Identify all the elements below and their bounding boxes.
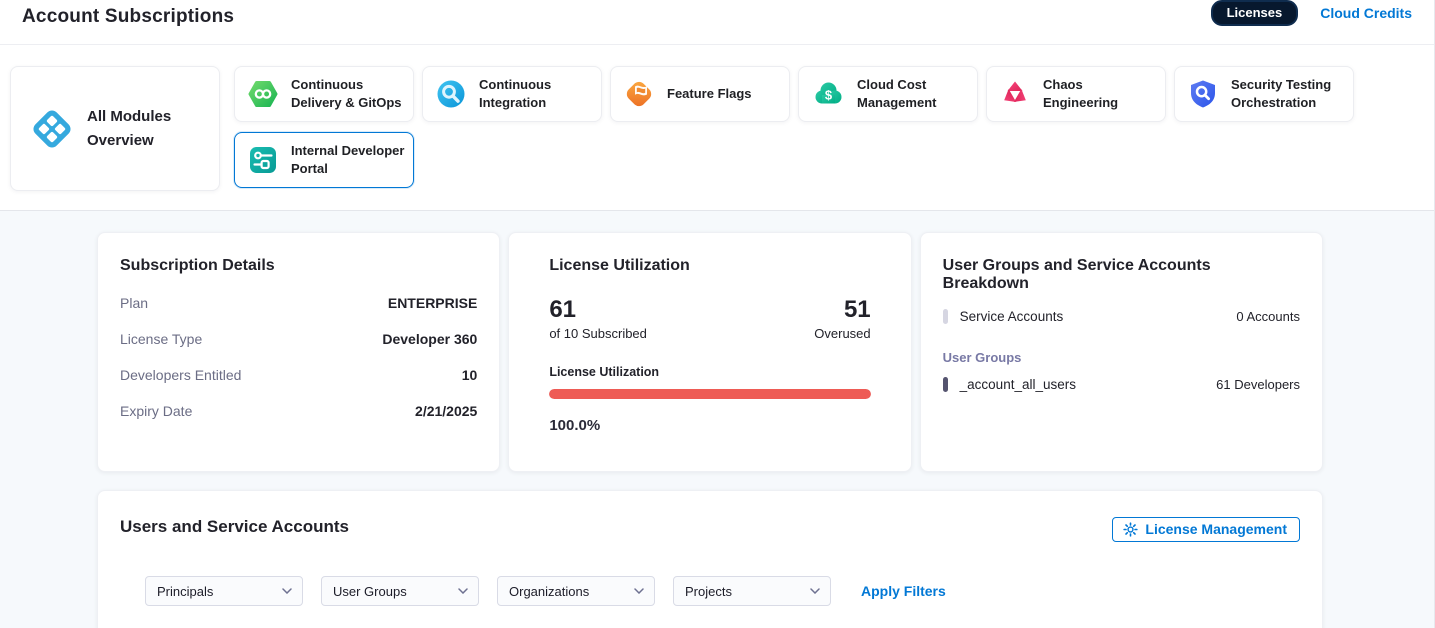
license-management-label: License Management	[1145, 521, 1287, 537]
all-modules-overview-label: All Modules Overview	[87, 108, 172, 149]
all-modules-overview-card[interactable]: All Modules Overview	[10, 66, 220, 191]
modules-band: All Modules Overview Continuous Delivery…	[0, 45, 1434, 211]
module-label: Feature Flags	[667, 86, 752, 102]
svg-text:$: $	[825, 88, 833, 103]
user-groups-filter-dropdown[interactable]: User Groups	[321, 576, 479, 606]
chevron-down-icon	[634, 588, 644, 594]
user-group-value: 61 Developers	[1216, 377, 1300, 392]
overused-block: 51 Overused	[814, 296, 871, 342]
used-block: 61 of 10 Subscribed	[549, 296, 647, 342]
module-label: Security Testing Orchestration	[1231, 77, 1332, 110]
feature-flags-icon	[623, 78, 655, 110]
service-accounts-row: Service Accounts 0 Accounts	[942, 309, 1300, 324]
internal-developer-portal-icon	[247, 144, 279, 176]
projects-filter-label: Projects	[685, 583, 732, 599]
module-label: Continuous Integration	[479, 77, 552, 110]
license-utilization-card: License Utilization 61 of 10 Subscribed …	[508, 232, 912, 472]
used-caption: of 10 Subscribed	[549, 326, 647, 342]
module-cards: Continuous Delivery & GitOps Continuous …	[234, 66, 1374, 210]
license-type-row: License Type Developer 360	[120, 321, 477, 357]
module-label: Internal Developer Portal	[291, 143, 405, 176]
organizations-filter-label: Organizations	[509, 583, 590, 599]
continuous-integration-icon	[435, 78, 467, 110]
principals-filter-dropdown[interactable]: Principals	[145, 576, 303, 606]
license-management-button[interactable]: License Management	[1112, 517, 1300, 542]
module-card-chaos-engineering[interactable]: Chaos Engineering	[986, 66, 1166, 122]
stats-row: Subscription Details Plan ENTERPRISE Lic…	[97, 232, 1323, 472]
organizations-filter-dropdown[interactable]: Organizations	[497, 576, 655, 606]
module-card-internal-developer-portal[interactable]: Internal Developer Portal	[234, 132, 414, 188]
chaos-engineering-icon	[999, 78, 1031, 110]
user-group-name: _account_all_users	[959, 377, 1076, 392]
module-label: Continuous Delivery & GitOps	[291, 77, 402, 110]
utilization-bar-label: License Utilization	[549, 365, 660, 380]
all-modules-icon	[29, 106, 75, 152]
developers-entitled-label: Developers Entitled	[120, 367, 242, 383]
tab-cloud-credits[interactable]: Cloud Credits	[1320, 5, 1412, 21]
module-card-cd-gitops[interactable]: Continuous Delivery & GitOps	[234, 66, 414, 122]
gear-icon	[1123, 521, 1139, 537]
header-tabs: Licenses Cloud Credits	[1210, 0, 1412, 26]
cloud-cost-icon: $	[811, 78, 845, 110]
page-header: Account Subscriptions Licenses Cloud Cre…	[0, 0, 1434, 45]
license-utilization-title: License Utilization	[549, 257, 690, 274]
filters-row: Principals User Groups Organizations	[145, 576, 1300, 606]
subscription-details-card: Subscription Details Plan ENTERPRISE Lic…	[97, 232, 501, 472]
apply-filters-link[interactable]: Apply Filters	[861, 583, 946, 599]
module-label: Chaos Engineering	[1043, 77, 1119, 110]
utilization-bar-fill	[549, 389, 871, 400]
license-type-label: License Type	[120, 331, 203, 347]
user-groups-heading: User Groups	[942, 350, 1022, 365]
used-count: 61	[549, 296, 577, 323]
users-card-header: Users and Service Accounts	[120, 517, 1300, 542]
chevron-down-icon	[810, 588, 820, 594]
module-label: Cloud Cost Management	[857, 77, 937, 110]
breakdown-title: User Groups and Service Accounts Breakdo…	[942, 257, 1211, 292]
service-accounts-label: Service Accounts	[959, 309, 1064, 324]
expiry-date-value: 2/21/2025	[415, 403, 478, 419]
license-type-value: Developer 360	[382, 331, 478, 347]
users-card-title: Users and Service Accounts	[120, 517, 349, 536]
overused-count: 51	[843, 296, 871, 323]
cd-gitops-icon	[247, 78, 279, 110]
plan-label: Plan	[120, 295, 149, 311]
user-group-bullet-icon	[942, 377, 948, 392]
breakdown-card: User Groups and Service Accounts Breakdo…	[919, 232, 1323, 472]
module-card-security-testing[interactable]: Security Testing Orchestration	[1174, 66, 1354, 122]
chevron-down-icon	[458, 588, 468, 594]
plan-value: ENTERPRISE	[387, 295, 478, 311]
users-service-accounts-card: Users and Service Accounts	[97, 490, 1323, 628]
projects-filter-dropdown[interactable]: Projects	[673, 576, 831, 606]
expiry-date-row: Expiry Date 2/21/2025	[120, 393, 477, 429]
chevron-down-icon	[282, 588, 292, 594]
utilization-bar-track	[549, 389, 871, 400]
page-title: Account Subscriptions	[22, 6, 235, 27]
utilization-percent: 100.0%	[549, 417, 601, 435]
developers-entitled-value: 10	[461, 367, 478, 383]
plan-row: Plan ENTERPRISE	[120, 285, 477, 321]
module-card-feature-flags[interactable]: Feature Flags	[610, 66, 790, 122]
service-accounts-value: 0 Accounts	[1236, 309, 1300, 324]
service-accounts-bullet-icon	[942, 309, 948, 324]
overused-caption: Overused	[814, 326, 871, 342]
expiry-date-label: Expiry Date	[120, 403, 193, 419]
module-card-continuous-integration[interactable]: Continuous Integration	[422, 66, 602, 122]
security-testing-icon	[1187, 78, 1219, 110]
module-card-cloud-cost[interactable]: $ Cloud Cost Management	[798, 66, 978, 122]
subscriptions-content: Subscription Details Plan ENTERPRISE Lic…	[0, 211, 1434, 628]
usage-row: 61 of 10 Subscribed 51 Overused	[549, 296, 871, 342]
developers-entitled-row: Developers Entitled 10	[120, 357, 477, 393]
tab-licenses[interactable]: Licenses	[1210, 0, 1299, 26]
subscription-details-title: Subscription Details	[120, 257, 275, 274]
user-groups-filter-label: User Groups	[333, 583, 407, 599]
principals-filter-label: Principals	[157, 583, 214, 599]
user-group-row: _account_all_users 61 Developers	[942, 377, 1300, 392]
